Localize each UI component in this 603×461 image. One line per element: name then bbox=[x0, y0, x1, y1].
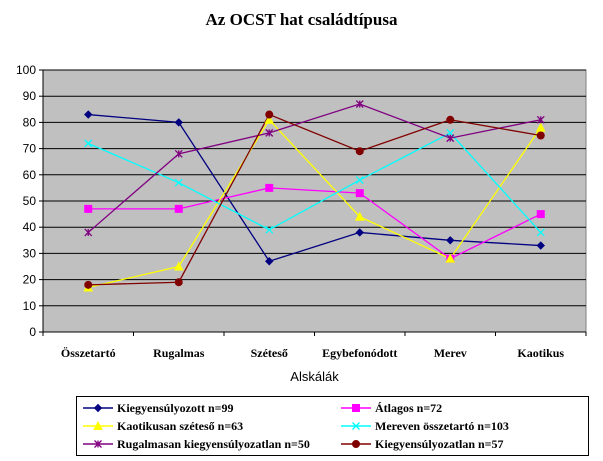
data-point bbox=[446, 236, 455, 245]
y-tick-label: 0 bbox=[29, 325, 36, 339]
y-tick-label: 50 bbox=[23, 194, 37, 208]
legend-marker bbox=[94, 440, 102, 448]
x-tick-label: Összetartó bbox=[61, 346, 116, 360]
data-point bbox=[355, 100, 364, 109]
legend-swatch bbox=[83, 420, 113, 430]
data-point bbox=[536, 241, 545, 250]
data-point bbox=[265, 257, 274, 266]
series-line bbox=[88, 113, 541, 286]
data-point bbox=[446, 134, 455, 143]
line-chart: 0 10 20 30 40 50 60 70 80 90 100 Összetartó Rugalmas… bbox=[16, 63, 587, 384]
series-line bbox=[88, 113, 541, 263]
data-point bbox=[355, 176, 364, 184]
x-axis-label: Alskálák bbox=[290, 369, 339, 384]
legend-marker bbox=[93, 403, 103, 413]
y-tick-label: 30 bbox=[23, 246, 37, 260]
data-point bbox=[355, 228, 364, 237]
data-point bbox=[265, 128, 274, 137]
y-tick-label: 60 bbox=[23, 168, 37, 182]
y-tick-label: 90 bbox=[23, 89, 37, 103]
x-tick-label: Kaotikus bbox=[517, 346, 564, 360]
data-point bbox=[174, 278, 183, 287]
series-line bbox=[87, 103, 541, 233]
y-tick-label: 10 bbox=[23, 299, 37, 313]
x-tick-label: Egybefonódott bbox=[322, 346, 397, 360]
legend-marker bbox=[93, 420, 103, 430]
legend-swatch bbox=[341, 440, 371, 448]
data-point bbox=[173, 261, 184, 271]
data-point bbox=[265, 110, 274, 119]
data-point bbox=[536, 115, 545, 124]
legend-swatch bbox=[341, 422, 371, 430]
legend-label: Rugalmasan kiegyensúlyozatlan n=50 bbox=[117, 436, 310, 451]
legend-label: Kaotikusan széteső n=63 bbox=[117, 418, 244, 433]
series-line bbox=[87, 132, 542, 233]
data-point bbox=[354, 211, 365, 221]
legend-swatch bbox=[83, 403, 113, 413]
data-point bbox=[536, 228, 545, 237]
data-point bbox=[536, 210, 545, 219]
data-point bbox=[174, 149, 183, 158]
legend-marker bbox=[352, 440, 360, 448]
legend-entry: Kaotikusan széteső n=63 bbox=[83, 417, 243, 435]
y-tick-label: 70 bbox=[23, 142, 37, 156]
legend-entry: Kiegyensúlyozott n=99 bbox=[83, 399, 234, 417]
data-point bbox=[84, 280, 93, 289]
legend-entry: Átlagos n=72 bbox=[341, 399, 442, 417]
data-point bbox=[446, 115, 455, 124]
data-point bbox=[355, 147, 364, 156]
y-tick-label: 20 bbox=[23, 273, 37, 287]
data-point bbox=[535, 122, 546, 132]
chart-title: Az OCST hat családtípusa bbox=[205, 10, 398, 29]
y-tick-label: 40 bbox=[23, 220, 37, 234]
data-point bbox=[265, 183, 274, 192]
series-line bbox=[88, 118, 542, 289]
legend-label: Átlagos n=72 bbox=[375, 400, 443, 415]
data-point bbox=[174, 204, 183, 213]
legend-swatch bbox=[341, 404, 371, 412]
data-point bbox=[355, 189, 364, 198]
legend-label: Kiegyensúlyozatlan n=57 bbox=[375, 436, 504, 451]
legend-entry: Mereven összetartó n=103 bbox=[341, 417, 509, 435]
data-point bbox=[174, 118, 183, 127]
data-point bbox=[84, 204, 93, 213]
legend-marker bbox=[352, 422, 360, 430]
y-tick-label: 100 bbox=[16, 63, 36, 77]
data-point bbox=[536, 131, 545, 140]
legend-marker bbox=[352, 404, 360, 412]
data-point bbox=[174, 178, 183, 187]
data-point bbox=[84, 228, 93, 237]
data-point bbox=[84, 110, 93, 119]
chart-legend: Kiegyensúlyozott n=99 Átlagos n=72 Kaotiku… bbox=[76, 396, 589, 456]
data-point bbox=[264, 114, 275, 124]
legend-label: Mereven összetartó n=103 bbox=[375, 418, 509, 433]
y-tick-label: 80 bbox=[23, 115, 37, 129]
x-tick-label: Széteső bbox=[251, 346, 288, 360]
legend-entry: Kiegyensúlyozatlan n=57 bbox=[341, 435, 504, 453]
data-point bbox=[445, 253, 456, 263]
x-tick-label: Merev bbox=[434, 346, 467, 360]
legend-label: Kiegyensúlyozott n=99 bbox=[117, 400, 234, 415]
legend-entry: Rugalmasan kiegyensúlyozatlan n=50 bbox=[83, 435, 310, 453]
data-point bbox=[265, 225, 274, 234]
data-point bbox=[84, 139, 93, 148]
series-line bbox=[88, 187, 542, 260]
legend-swatch bbox=[83, 440, 113, 448]
x-tick-label: Rugalmas bbox=[153, 346, 205, 360]
